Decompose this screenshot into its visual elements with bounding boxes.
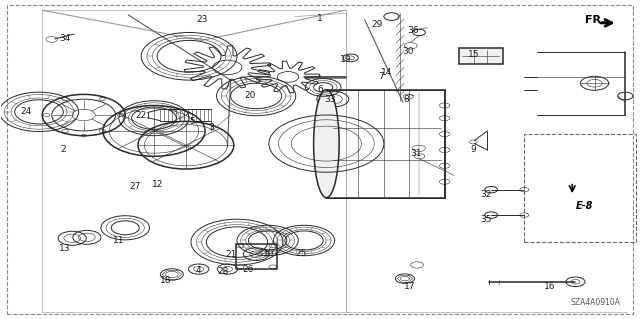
Bar: [326, 90, 445, 197]
Text: 4: 4: [196, 266, 202, 275]
Text: E-8: E-8: [575, 201, 593, 211]
Text: 29: 29: [372, 20, 383, 29]
Bar: [236, 244, 277, 269]
Text: SZA4A0910A: SZA4A0910A: [570, 298, 620, 307]
Text: 19: 19: [340, 55, 351, 64]
Text: 31: 31: [410, 149, 422, 158]
Text: 11: 11: [113, 236, 125, 245]
Text: 5: 5: [189, 117, 195, 126]
Bar: [524, 134, 636, 242]
Text: 35: 35: [480, 215, 492, 224]
Text: 7: 7: [378, 72, 383, 81]
Text: 25: 25: [295, 249, 307, 258]
Text: 27: 27: [129, 182, 141, 191]
Text: 6: 6: [317, 85, 323, 94]
Text: 8: 8: [403, 95, 409, 104]
Bar: [460, 48, 502, 64]
Text: 23: 23: [196, 15, 207, 24]
Text: 10: 10: [263, 249, 275, 258]
Text: 28: 28: [217, 267, 228, 276]
Text: 17: 17: [404, 282, 415, 291]
Text: 32: 32: [481, 190, 492, 199]
Text: 24: 24: [20, 108, 32, 116]
Text: 1: 1: [317, 14, 323, 23]
Text: 34: 34: [59, 34, 70, 43]
Text: 16: 16: [544, 282, 556, 291]
Text: 20: 20: [244, 92, 255, 100]
Text: FR.: FR.: [585, 15, 605, 26]
Text: 13: 13: [59, 244, 70, 253]
Text: 3: 3: [209, 123, 214, 132]
Text: 33: 33: [324, 95, 335, 104]
Text: 14: 14: [381, 68, 393, 77]
Text: 18: 18: [160, 276, 172, 285]
Text: 9: 9: [470, 145, 476, 154]
Text: 15: 15: [467, 50, 479, 59]
Text: 36: 36: [407, 26, 419, 35]
Text: 30: 30: [403, 47, 414, 56]
Text: 22: 22: [136, 111, 147, 120]
Text: 21: 21: [225, 250, 236, 259]
Text: 26: 26: [243, 264, 254, 274]
Ellipse shape: [314, 90, 339, 197]
Text: 12: 12: [152, 181, 163, 189]
Text: 2: 2: [60, 145, 66, 154]
